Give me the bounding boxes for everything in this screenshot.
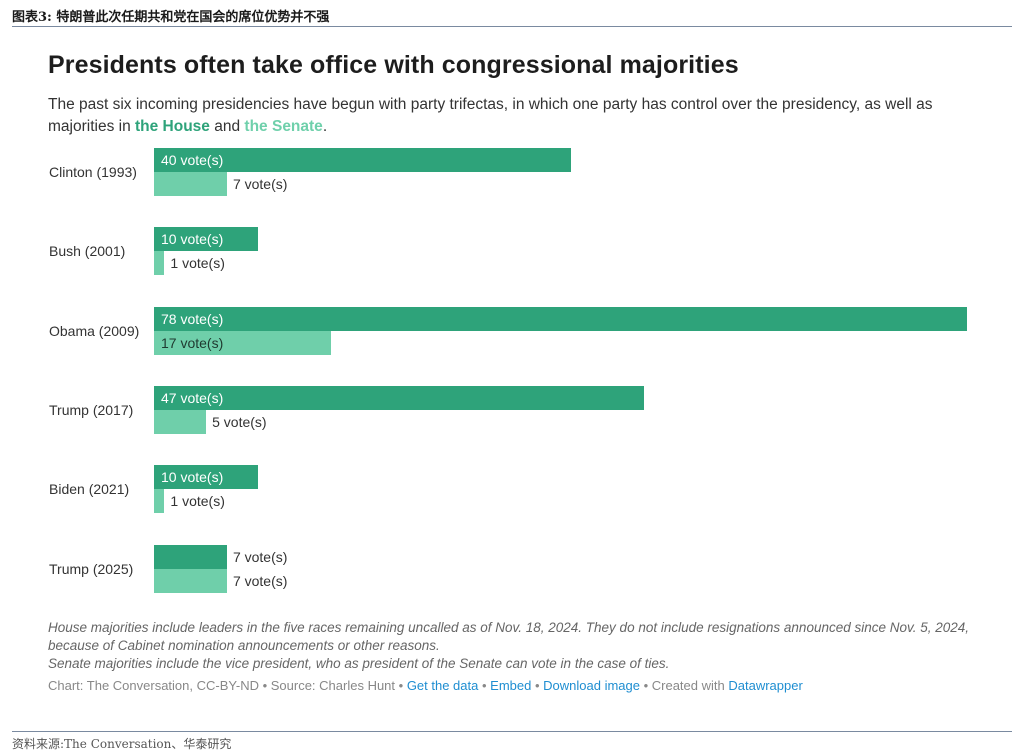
senate-value-label-clinton-1993: 7 vote(s) [232,176,288,192]
senate-value-label-trump-2025: 7 vote(s) [232,572,288,589]
legend-senate: the Senate [244,118,323,135]
house-bar-trump-2025 [154,544,227,569]
senate-note: Senate majorities include the vice presi… [48,656,670,671]
chart-subtitle: The past six incoming presidencies have … [48,94,978,138]
credits-sep-2: • [531,678,544,693]
house-bar-biden-2021 [154,465,259,490]
senate-value-label-trump-2017: 5 vote(s) [212,413,267,430]
figure-title: 特朗普此次任期共和党在国会的席位优势并不强 [56,10,330,25]
senate-value-label-bush-2001: 1 vote(s) [170,255,225,272]
house-value-label-biden-2021: 10 vote(s) [161,469,224,486]
credits-text: Chart: The Conversation, CC-BY-ND • Sour… [48,678,407,693]
row-label-trump-2025: Trump (2025) [49,560,134,577]
download-image-link[interactable]: Download image [543,678,640,693]
credits-created: • Created with [639,678,729,693]
bar-chart: Clinton (1993) 40 vote(s) 7 vote(s) Bush (2… [0,140,1024,610]
subtitle-text: The past six incoming presidencies have … [48,96,933,135]
house-bar-trump-2017 [154,385,644,410]
bottom-divider [12,731,1012,732]
legend-house: the House [135,118,210,135]
house-bar-clinton-1993 [154,148,571,172]
subtitle-and: and [209,118,245,135]
house-value-label-trump-2025: 7 vote(s) [232,548,288,565]
row-label-biden-2021: Biden (2021) [49,481,130,498]
senate-bar-trump-2017 [154,409,207,434]
chart-title: Presidents often take office with congre… [48,51,739,79]
figure-label: 图表3: [12,10,52,25]
senate-bar-clinton-1993 [154,172,227,196]
senate-value-label-obama-2009: 17 vote(s) [161,334,224,351]
row-label-clinton-1993: Clinton (1993) [49,164,137,180]
report-header: 图表3: 特朗普此次任期共和党在国会的席位优势并不强 [12,6,1012,27]
house-value-label-trump-2017: 47 vote(s) [161,389,224,406]
source-footer: 资料来源:The Conversation、华泰研究 [12,737,232,751]
senate-bar-trump-2025 [154,568,227,593]
embed-link[interactable]: Embed [490,678,532,693]
get-data-link[interactable]: Get the data [406,678,479,693]
chart-credits: Chart: The Conversation, CC-BY-ND • Sour… [48,678,803,693]
senate-bar-obama-2009 [154,330,332,355]
datawrapper-link[interactable]: Datawrapper [728,678,803,693]
chart-notes: House majorities include leaders in the … [48,619,988,673]
row-label-obama-2009: Obama (2009) [49,322,140,339]
row-label-trump-2017: Trump (2017) [49,401,134,418]
house-bar-obama-2009 [154,306,967,331]
credits-sep-1: • [478,678,491,693]
house-value-label-obama-2009: 78 vote(s) [161,310,224,327]
senate-bar-bush-2001 [154,251,165,276]
subtitle-period: . [322,118,328,135]
senate-value-label-biden-2021: 1 vote(s) [170,493,225,510]
house-value-label-clinton-1993: 40 vote(s) [161,152,224,168]
house-bar-bush-2001 [154,227,259,252]
row-label-bush-2001: Bush (2001) [49,243,126,260]
house-note: House majorities include leaders in the … [48,620,970,653]
house-value-label-bush-2001: 10 vote(s) [161,231,224,248]
senate-bar-biden-2021 [154,489,165,514]
